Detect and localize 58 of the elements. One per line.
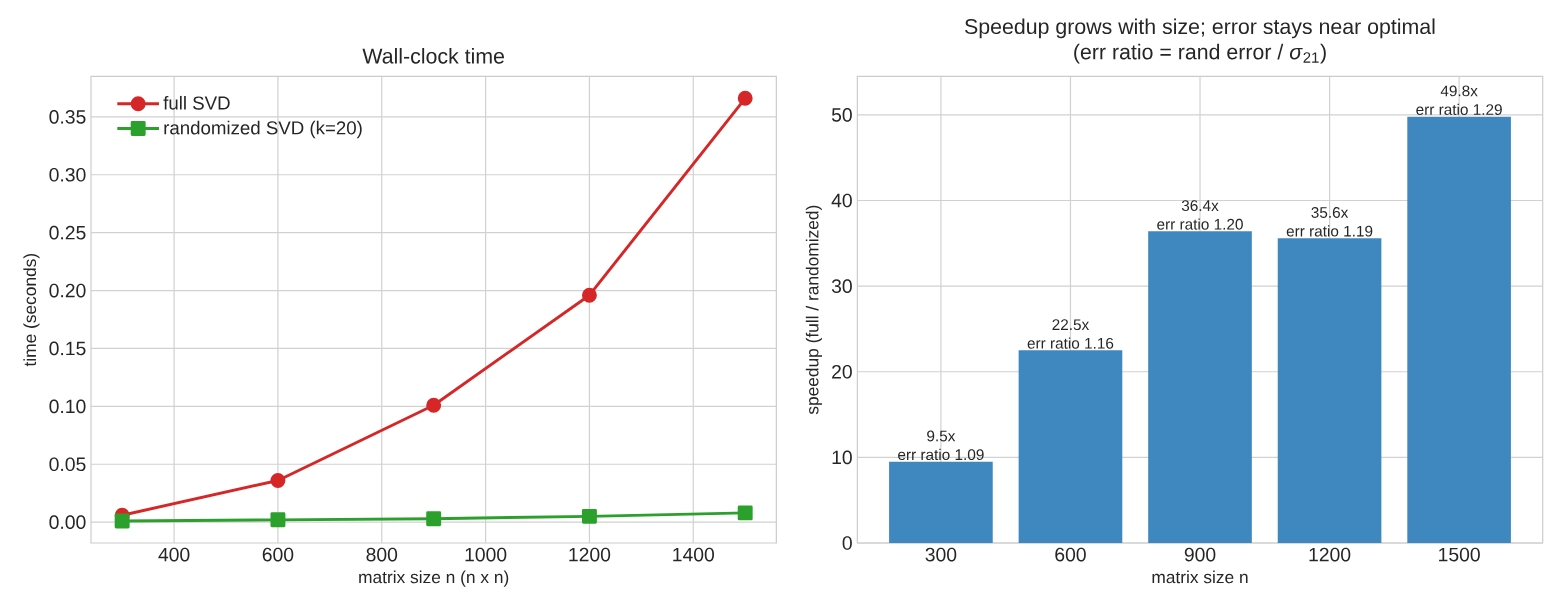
y-tick-label: 0 <box>842 536 852 550</box>
x-tick-label: 400 <box>158 547 190 562</box>
data-label: 35.6x <box>1311 207 1349 218</box>
x-tick-label: 600 <box>1055 547 1086 562</box>
data-label: 36.4x <box>1181 200 1219 212</box>
chart-subtitle: (err ratio = rand error / σ$_{21}$) <box>1074 43 1326 64</box>
x-tick-label: 1200 <box>1309 547 1351 562</box>
point <box>426 511 442 527</box>
point <box>581 508 597 524</box>
point <box>581 287 597 303</box>
y-tick-label: 30 <box>831 279 852 293</box>
y-axis-title: time (seconds) <box>23 253 40 367</box>
point <box>426 397 442 413</box>
point <box>270 473 286 488</box>
annotation: err ratio 1.16 <box>1027 337 1114 349</box>
x-tick-label: 1500 <box>1439 547 1480 562</box>
x-tick-label: 900 <box>1184 547 1216 562</box>
legend-label: randomized SVD (k=20) <box>164 120 362 139</box>
x-axis-title: matrix size n <box>1152 570 1248 584</box>
point <box>737 90 753 106</box>
x-tick-label: 300 <box>925 547 957 562</box>
x-axis-title: matrix size n (n x n) <box>359 570 509 587</box>
y-tick-label: 0.15 <box>49 341 86 356</box>
y-tick-label: 0.20 <box>49 283 86 298</box>
x-tick-label: 1400 <box>673 547 715 562</box>
y-tick-label: 0.30 <box>49 167 86 182</box>
y-tick-label: 10 <box>832 450 852 465</box>
y-tick-label: 0.00 <box>49 515 86 529</box>
y-tick-label: 50 <box>831 108 852 122</box>
bar <box>1277 238 1382 543</box>
annotation: err ratio 1.09 <box>898 448 984 461</box>
x-tick-label: 800 <box>366 547 398 562</box>
annotation: err ratio 1.19 <box>1286 225 1373 237</box>
y-axis-title: speedup (full / randomized) <box>805 205 822 415</box>
bar <box>1407 116 1511 543</box>
y-tick-label: 20 <box>832 364 852 379</box>
y-tick-label: 0.25 <box>49 225 86 240</box>
bar <box>1018 350 1123 543</box>
y-tick-label: 0.35 <box>49 110 86 124</box>
legend-label: full SVD <box>163 95 230 110</box>
y-tick-label: 0.10 <box>49 399 86 414</box>
point <box>270 512 286 528</box>
x-tick-label: 600 <box>262 547 294 562</box>
x-tick-label: 1200 <box>569 547 611 562</box>
bar <box>1148 231 1252 543</box>
data-label: 49.8x <box>1440 85 1478 97</box>
bar <box>889 461 993 543</box>
point <box>737 505 753 521</box>
point <box>114 513 130 529</box>
y-tick-label: 0.05 <box>49 457 86 472</box>
annotation: err ratio 1.29 <box>1416 103 1502 115</box>
y-tick-label: 40 <box>831 193 852 208</box>
data-label: 22.5x <box>1052 319 1090 331</box>
chart-title: Wall-clock time <box>362 47 505 64</box>
data-label: 9.5x <box>927 430 956 442</box>
x-tick-label: 1000 <box>465 547 507 562</box>
chart-title: Speedup grows with size; error stays near optimal <box>965 18 1435 39</box>
annotation: err ratio 1.20 <box>1157 218 1243 230</box>
